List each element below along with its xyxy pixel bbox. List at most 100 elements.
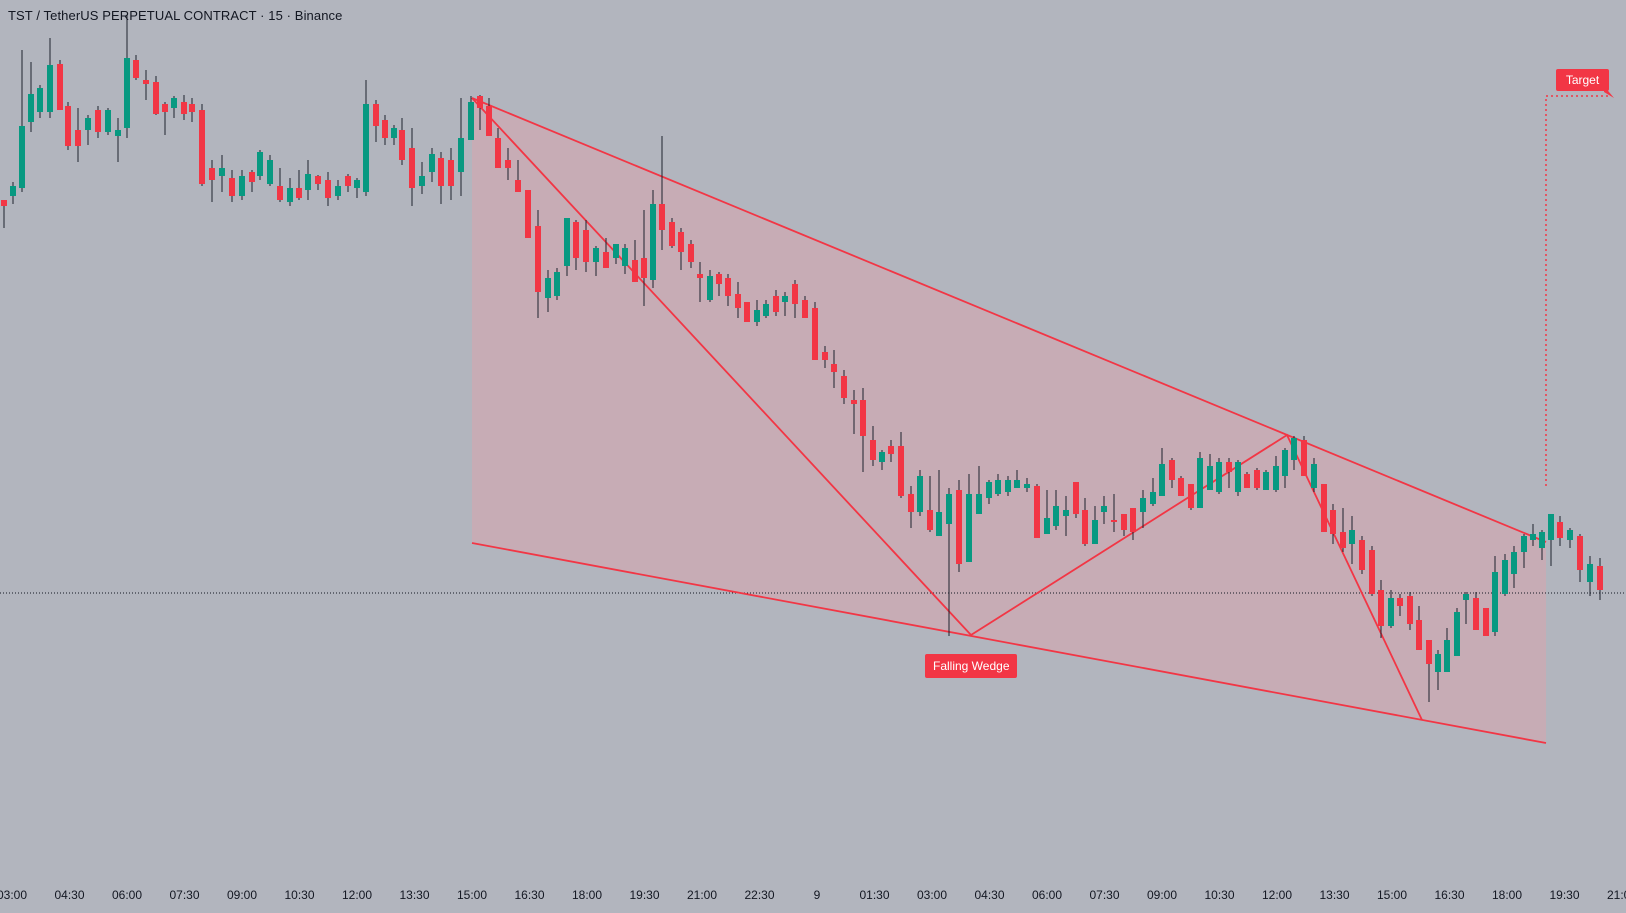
candle-123 bbox=[1169, 458, 1175, 488]
candle-59 bbox=[554, 268, 560, 300]
candle-25 bbox=[229, 170, 235, 202]
candle-62 bbox=[583, 220, 589, 272]
candle-body-down bbox=[1178, 478, 1184, 496]
time-axis-tick: 01:30 bbox=[859, 888, 890, 902]
candle-26 bbox=[239, 170, 245, 200]
candle-140 bbox=[1330, 504, 1336, 544]
candle-body-up bbox=[429, 154, 435, 172]
candle-106 bbox=[1005, 476, 1011, 496]
candle-body-down bbox=[1244, 474, 1250, 488]
candle-168 bbox=[1597, 558, 1603, 600]
candle-86 bbox=[812, 302, 818, 360]
candle-body-down bbox=[898, 446, 904, 496]
candle-49 bbox=[458, 98, 464, 196]
candle-body-down bbox=[1397, 598, 1403, 606]
candle-124 bbox=[1178, 476, 1184, 496]
candle-117 bbox=[1111, 494, 1117, 532]
candle-body-down bbox=[851, 400, 857, 404]
candle-body-up bbox=[545, 278, 551, 298]
candle-114 bbox=[1082, 498, 1088, 546]
candle-95 bbox=[898, 432, 904, 498]
candle-55 bbox=[515, 160, 521, 192]
candle-113 bbox=[1073, 482, 1079, 518]
candle-body-down bbox=[725, 278, 731, 296]
candle-body-down bbox=[65, 106, 71, 146]
candle-108 bbox=[1024, 478, 1030, 492]
candle-body-up bbox=[419, 176, 425, 186]
time-axis-tick: 13:30 bbox=[399, 888, 430, 902]
candle-body-down bbox=[1378, 590, 1384, 626]
candle-105 bbox=[995, 474, 1001, 496]
candle-34 bbox=[315, 175, 321, 190]
candle-body-up bbox=[986, 482, 992, 498]
falling-wedge-label[interactable]: Falling Wedge bbox=[925, 654, 1017, 678]
candle-body-up bbox=[707, 276, 713, 300]
target-label[interactable]: Target bbox=[1556, 69, 1609, 91]
candle-body-down bbox=[603, 252, 609, 268]
candle-body-up bbox=[468, 102, 474, 140]
wedge-zigzag bbox=[471, 97, 1423, 721]
candle-44 bbox=[409, 128, 415, 206]
candle-167 bbox=[1587, 556, 1593, 596]
candle-38 bbox=[354, 178, 360, 198]
candle-body-down bbox=[908, 494, 914, 512]
time-axis[interactable]: 03:00 04:30 06:00 07:30 09:00 10:30 12:00 13:30… bbox=[0, 888, 1626, 908]
candle-body-up bbox=[105, 110, 111, 132]
candle-107 bbox=[1014, 470, 1020, 488]
candle-27 bbox=[249, 170, 255, 192]
candle-145 bbox=[1378, 580, 1384, 638]
candle-body-up bbox=[354, 180, 360, 188]
candle-body-down bbox=[209, 168, 215, 180]
candle-28 bbox=[257, 150, 263, 180]
candle-body-up bbox=[1159, 464, 1165, 496]
candle-166 bbox=[1577, 534, 1583, 582]
candle-36 bbox=[335, 180, 341, 200]
candle-39 bbox=[363, 80, 369, 196]
candle-body-down bbox=[697, 274, 703, 278]
candle-75 bbox=[707, 270, 713, 302]
symbol-title: TST / TetherUS PERPETUAL CONTRACT · 15 ·… bbox=[8, 8, 343, 23]
candle-109 bbox=[1034, 484, 1040, 538]
candle-65 bbox=[613, 244, 619, 264]
candle-body-down bbox=[1407, 596, 1413, 624]
candle-body-down bbox=[515, 180, 521, 192]
candle-58 bbox=[545, 270, 551, 312]
candle-24 bbox=[219, 155, 225, 192]
candle-body-up bbox=[287, 188, 293, 202]
time-axis-tick: 12:00 bbox=[341, 888, 373, 902]
candle-body-up bbox=[650, 204, 656, 280]
candle-body-down bbox=[927, 510, 933, 530]
candle-body-down bbox=[1597, 566, 1603, 590]
time-axis-tick: 04:30 bbox=[974, 888, 1005, 902]
candle-body-down bbox=[181, 102, 187, 114]
candle-body-down bbox=[1483, 608, 1489, 636]
candle-122 bbox=[1159, 448, 1165, 496]
candle-42 bbox=[391, 125, 397, 145]
candle-body-down bbox=[399, 130, 405, 160]
candle-body-up bbox=[1092, 520, 1098, 544]
candle-body-down bbox=[189, 104, 195, 112]
candle-61 bbox=[573, 220, 579, 270]
candle-body-down bbox=[249, 172, 255, 182]
candle-body-down bbox=[831, 364, 837, 372]
candle-8 bbox=[65, 102, 71, 150]
candle-128 bbox=[1216, 458, 1222, 494]
candle-10 bbox=[85, 115, 91, 145]
candle-154 bbox=[1463, 592, 1469, 624]
candle-body-down bbox=[1321, 484, 1327, 532]
time-axis-tick: 21:00 bbox=[686, 888, 718, 902]
candle-body-down bbox=[688, 244, 694, 262]
candle-body-up bbox=[219, 168, 225, 176]
candle-body-down bbox=[678, 232, 684, 252]
candle-body-up bbox=[124, 58, 130, 128]
candle-70 bbox=[659, 136, 665, 250]
candle-1 bbox=[1, 200, 7, 228]
candle-98 bbox=[927, 476, 933, 532]
candle-body-up bbox=[257, 152, 263, 176]
candle-20 bbox=[181, 95, 187, 120]
candle-body-up bbox=[1492, 572, 1498, 632]
candle-body-up bbox=[115, 130, 121, 136]
candle-6 bbox=[47, 38, 53, 118]
